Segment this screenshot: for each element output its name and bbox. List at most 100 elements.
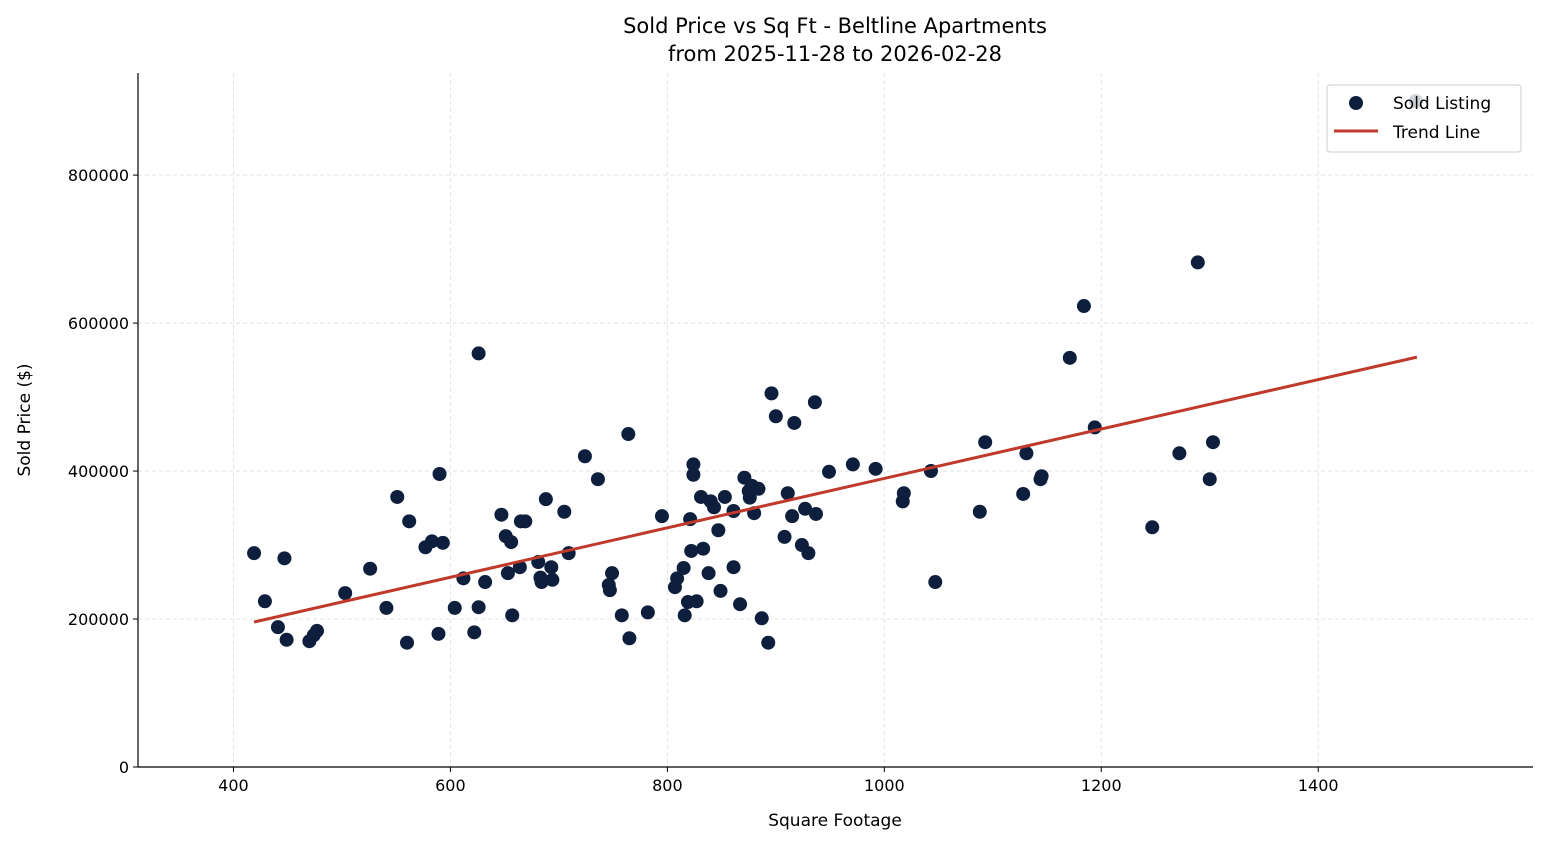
- legend-marker-sold-listing: [1349, 96, 1363, 110]
- data-point: [279, 632, 294, 647]
- grid-lines: [138, 73, 1533, 767]
- data-point: [1190, 255, 1205, 270]
- data-point: [338, 586, 353, 601]
- legend-label-sold-listing: Sold Listing: [1393, 94, 1491, 114]
- data-point: [696, 541, 711, 556]
- data-point: [577, 449, 592, 464]
- data-point: [432, 467, 447, 482]
- data-point: [602, 583, 617, 598]
- data-point: [478, 575, 493, 590]
- data-point: [622, 631, 637, 646]
- data-point: [751, 481, 766, 496]
- data-point: [1016, 486, 1031, 501]
- data-point: [309, 623, 324, 638]
- legend: Sold Listing Trend Line: [1326, 84, 1522, 153]
- y-axis-label: Sold Price ($): [15, 363, 35, 476]
- x-tick-label: 400: [218, 776, 249, 795]
- y-tick-label: 800000: [68, 166, 129, 185]
- data-point: [676, 560, 691, 575]
- y-axis-ticks: 0 200000 400000 600000 800000: [68, 166, 138, 777]
- data-point: [764, 386, 779, 401]
- data-point: [424, 534, 439, 549]
- data-point: [505, 608, 520, 623]
- data-point: [544, 560, 559, 575]
- data-point: [431, 626, 446, 641]
- data-point: [590, 472, 605, 487]
- y-tick-label: 600000: [68, 314, 129, 333]
- data-point: [808, 506, 823, 521]
- data-point: [821, 464, 836, 479]
- data-point: [713, 583, 728, 598]
- x-tick-label: 1000: [864, 776, 905, 795]
- data-point: [701, 566, 716, 581]
- data-point: [447, 600, 462, 615]
- y-tick-label: 0: [119, 758, 129, 777]
- trend-line-group: [253, 355, 1418, 624]
- data-point: [402, 514, 417, 529]
- y-tick-label: 200000: [68, 610, 129, 629]
- data-point: [557, 504, 572, 519]
- data-point: [777, 529, 792, 544]
- data-point: [257, 594, 272, 609]
- data-point: [500, 566, 515, 581]
- data-point: [686, 457, 701, 472]
- data-point: [677, 608, 692, 623]
- data-point: [928, 575, 943, 590]
- data-point: [1062, 350, 1077, 365]
- data-point: [654, 509, 669, 524]
- data-point: [754, 611, 769, 626]
- data-point: [742, 490, 757, 505]
- data-point: [379, 600, 394, 615]
- x-tick-label: 800: [652, 776, 683, 795]
- data-point: [471, 600, 486, 615]
- legend-box: [1326, 84, 1522, 153]
- data-point: [801, 546, 816, 561]
- data-point: [785, 509, 800, 524]
- data-point: [896, 486, 911, 501]
- x-axis-label: Square Footage: [768, 811, 902, 831]
- data-point: [621, 427, 636, 442]
- data-point: [504, 535, 519, 550]
- data-point: [761, 635, 776, 650]
- data-point: [400, 635, 415, 650]
- data-point: [868, 461, 883, 476]
- data-point: [684, 543, 699, 558]
- trend-line: [253, 355, 1418, 624]
- data-point: [972, 504, 987, 519]
- data-point: [1172, 446, 1187, 461]
- data-point: [845, 457, 860, 472]
- data-point: [807, 395, 822, 410]
- data-point: [733, 597, 748, 612]
- data-point: [686, 467, 701, 482]
- scatter-points: [247, 94, 1423, 650]
- data-point: [670, 571, 685, 586]
- chart-subtitle: from 2025-11-28 to 2026-02-28: [668, 42, 1002, 66]
- data-point: [494, 507, 509, 522]
- data-point: [780, 486, 795, 501]
- data-point: [538, 492, 553, 507]
- data-point: [1034, 469, 1049, 484]
- data-point: [689, 594, 704, 609]
- data-point: [1145, 520, 1160, 535]
- data-point: [978, 435, 993, 450]
- data-point: [518, 514, 533, 529]
- data-point: [435, 535, 450, 550]
- x-tick-label: 1200: [1081, 776, 1122, 795]
- data-point: [798, 501, 813, 516]
- data-point: [363, 561, 378, 576]
- y-tick-label: 400000: [68, 462, 129, 481]
- chart-title: Sold Price vs Sq Ft - Beltline Apartment…: [623, 14, 1047, 38]
- data-point: [717, 489, 732, 504]
- data-point: [707, 500, 722, 515]
- data-point: [640, 605, 655, 620]
- data-point: [787, 415, 802, 430]
- data-point: [1205, 435, 1220, 450]
- data-point: [614, 608, 629, 623]
- data-point: [390, 489, 405, 504]
- data-point: [277, 551, 292, 566]
- data-point: [726, 560, 741, 575]
- data-point: [545, 572, 560, 587]
- data-point: [471, 346, 486, 361]
- legend-label-trend-line: Trend Line: [1392, 123, 1480, 143]
